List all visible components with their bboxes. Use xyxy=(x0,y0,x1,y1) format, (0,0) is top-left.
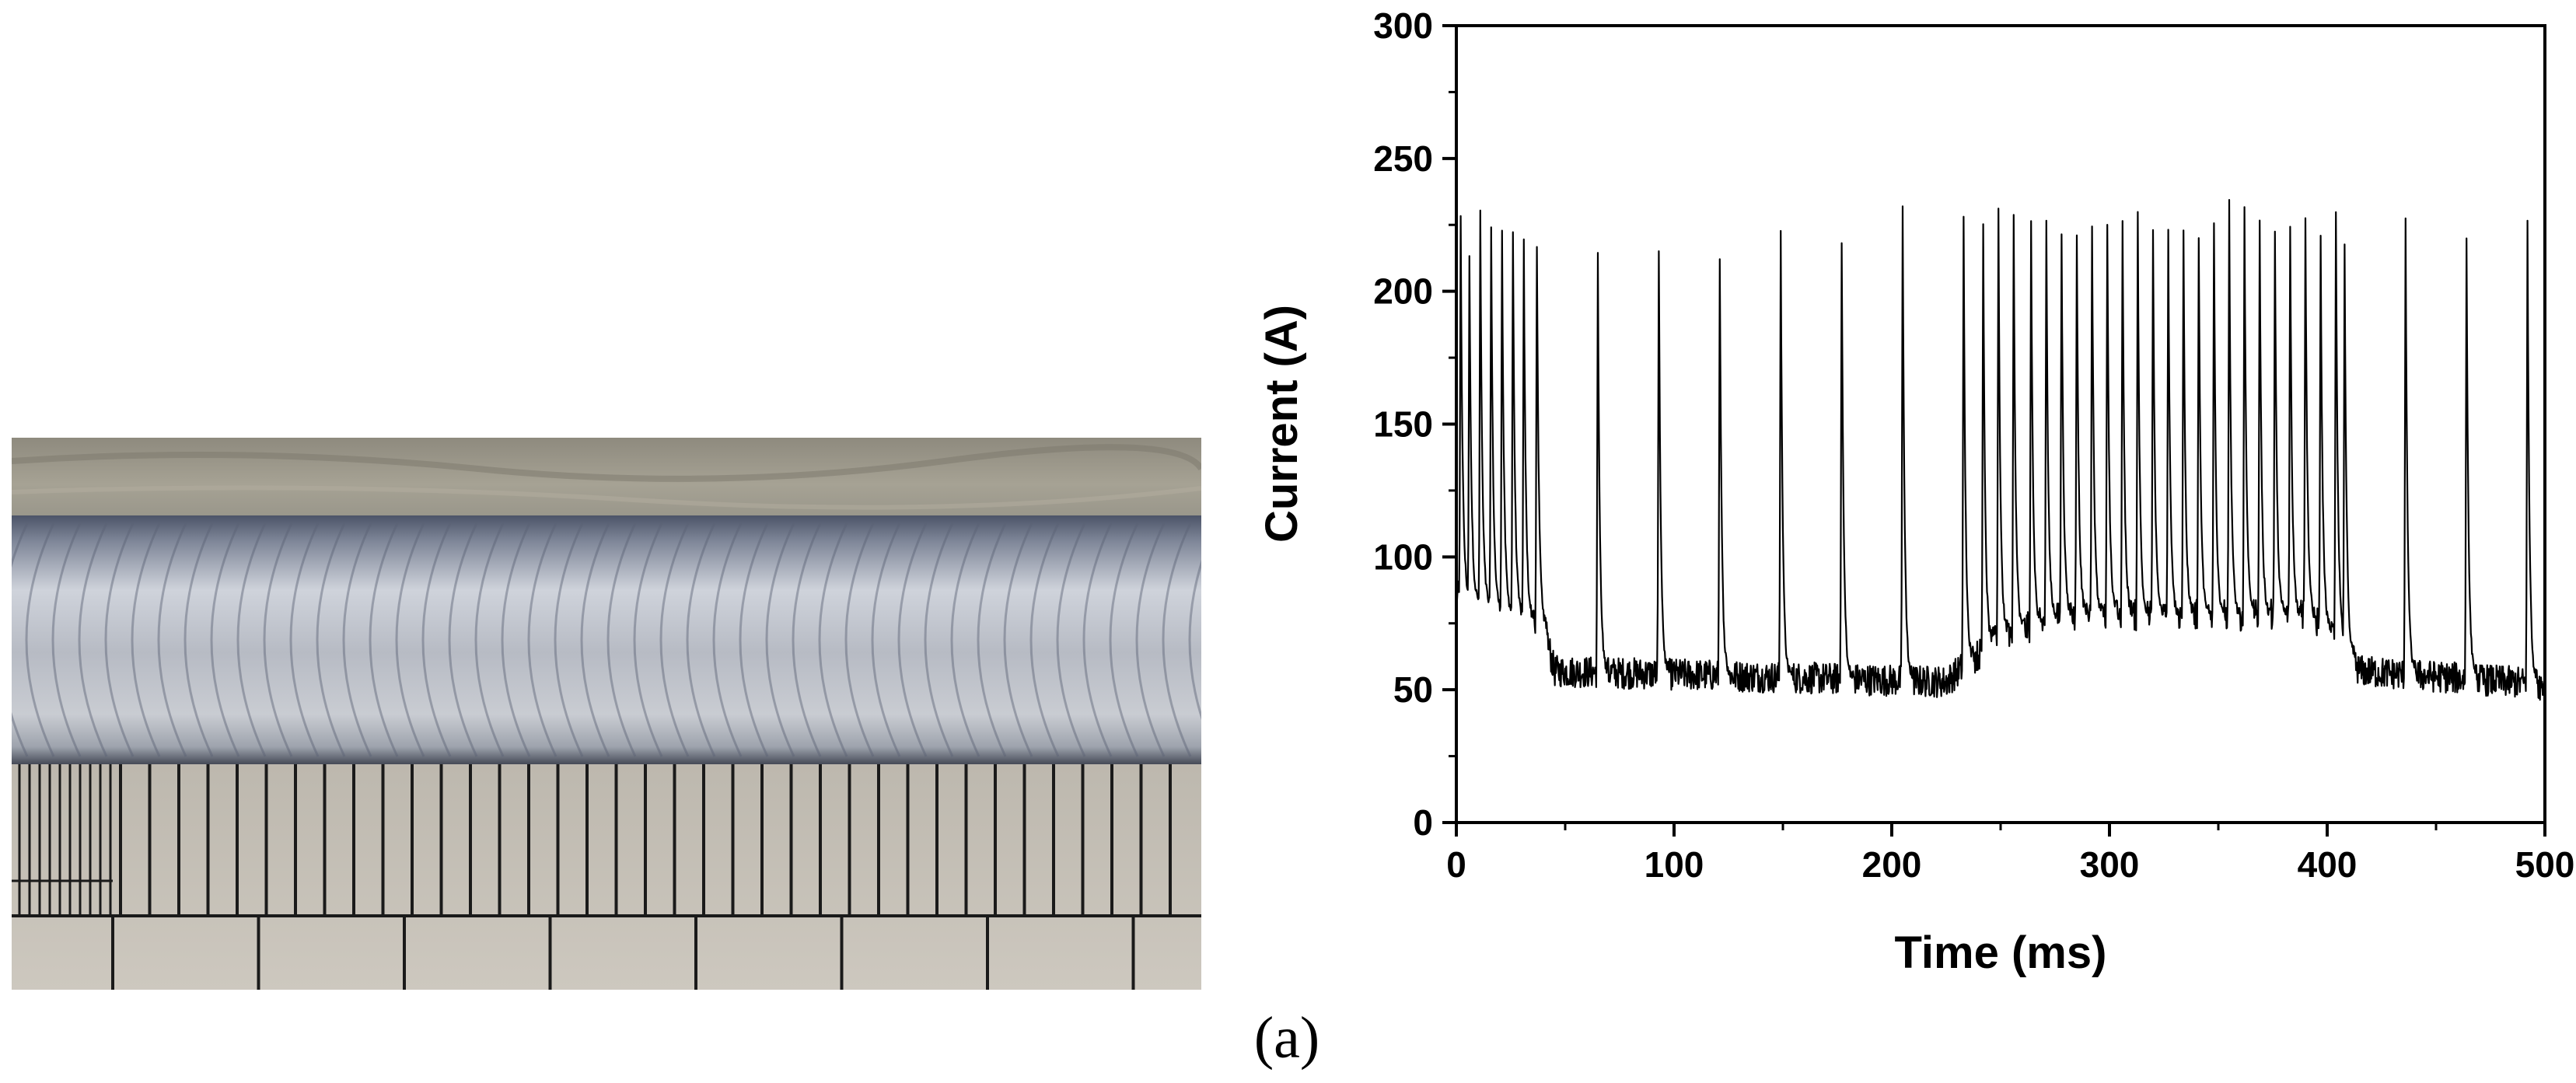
bead-ripple xyxy=(395,522,425,757)
y-tick-label: 100 xyxy=(1373,536,1433,577)
x-tick-label: 400 xyxy=(2298,844,2358,885)
bead-ripple xyxy=(474,522,505,757)
bead-ripple xyxy=(792,522,822,757)
bead-ripple xyxy=(342,522,372,757)
bead-ripple xyxy=(12,522,29,757)
x-tick-label: 0 xyxy=(1446,844,1466,885)
bead-ripple xyxy=(210,522,240,757)
bead-ripple xyxy=(1082,522,1113,757)
bead-ripple xyxy=(871,522,901,757)
bead-ripple xyxy=(104,522,135,757)
plot-frame xyxy=(1455,24,2546,824)
bead-ripple xyxy=(712,522,743,757)
bead-ripple xyxy=(977,522,1007,757)
bead-ripple xyxy=(1188,559,1201,721)
x-axis-title: Time (ms) xyxy=(1895,928,2107,978)
bead-ripple xyxy=(686,522,716,757)
bead-ripple xyxy=(1109,522,1139,757)
ruler xyxy=(12,764,1201,990)
y-tick-label: 50 xyxy=(1393,669,1433,710)
bead-ripple xyxy=(78,522,108,757)
current-time-chart: 0 50 100 150 200 250 300 0 100 200 300 400 500 Curr… xyxy=(1257,5,2574,978)
bead-ripple xyxy=(527,522,557,757)
bead-ripple xyxy=(739,522,769,757)
bead-ripple xyxy=(844,522,875,757)
x-tick-label: 100 xyxy=(1645,844,1704,885)
bead-ripple xyxy=(369,522,399,757)
y-tick-label: 250 xyxy=(1373,138,1433,179)
x-axis-ticks: 0 100 200 300 400 500 xyxy=(1446,823,2574,885)
bead-ripple xyxy=(448,522,478,757)
current-series-line xyxy=(1455,199,2546,701)
bead-ripple xyxy=(924,522,954,757)
bead-ripple xyxy=(236,522,267,757)
bead-ripple xyxy=(606,522,637,757)
y-tick-label: 200 xyxy=(1373,271,1433,312)
bead-ripple xyxy=(1135,522,1166,757)
bead-ripple xyxy=(1029,522,1060,757)
bead-ripple xyxy=(1003,522,1033,757)
bead-ripple xyxy=(263,522,293,757)
bead-ripple xyxy=(554,522,584,757)
bead-ripple xyxy=(131,522,161,757)
bead-ripple xyxy=(950,522,980,757)
bead-ripple xyxy=(501,522,531,757)
bead-ripple xyxy=(1056,522,1086,757)
bead-ripple xyxy=(25,522,55,757)
y-axis-title: Current (A) xyxy=(1257,305,1307,543)
y-tick-label: 150 xyxy=(1373,404,1433,445)
bead-ripple xyxy=(580,522,610,757)
weld-bead xyxy=(12,515,1201,764)
bead-ripple xyxy=(157,522,187,757)
bead-ripple xyxy=(897,522,928,757)
x-tick-label: 200 xyxy=(1862,844,1922,885)
y-tick-label: 300 xyxy=(1373,5,1433,46)
bead-ripple xyxy=(659,522,690,757)
bead-ripple xyxy=(289,522,320,757)
bead-ripple xyxy=(765,522,795,757)
panel-label: (a) xyxy=(1253,1005,1320,1071)
x-tick-label: 500 xyxy=(2515,844,2575,885)
bead-ripple xyxy=(51,522,82,757)
bead-ripple xyxy=(316,522,346,757)
bead-ripple xyxy=(633,522,663,757)
bead-ripple xyxy=(184,522,214,757)
bead-ripple xyxy=(421,522,452,757)
x-tick-label: 300 xyxy=(2080,844,2140,885)
bead-ripple xyxy=(1162,522,1192,757)
bead-ripple xyxy=(818,522,848,757)
y-axis-ticks: 0 50 100 150 200 250 300 xyxy=(1373,5,1456,843)
weld-bead-photo xyxy=(12,438,1201,990)
y-tick-label: 0 xyxy=(1413,802,1433,843)
